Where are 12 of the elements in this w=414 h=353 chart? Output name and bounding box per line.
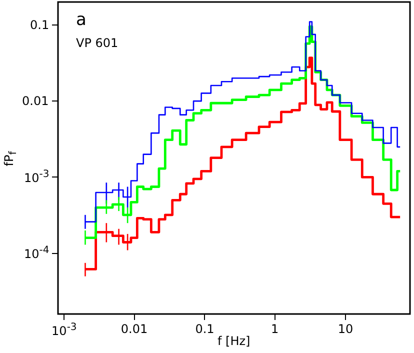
- x-tick-label: 0.01: [120, 322, 148, 336]
- x-axis-title: f [Hz]: [218, 334, 250, 348]
- y-tick-label: 0.1: [30, 18, 50, 32]
- x-tick-label: 0.1: [195, 322, 214, 336]
- x-tick-label: 10$^{-3}$: [52, 322, 77, 338]
- y-tick-label: 0.01: [22, 94, 49, 108]
- y-tick-label: 10$^{-4}$: [24, 245, 50, 262]
- annotation: VP 601: [76, 36, 118, 50]
- y-tick-label: 10$^{-3}$: [24, 169, 50, 186]
- x-tick-label: 1: [271, 322, 279, 336]
- x-tick-label: 10: [338, 322, 354, 336]
- text: a: [76, 10, 86, 30]
